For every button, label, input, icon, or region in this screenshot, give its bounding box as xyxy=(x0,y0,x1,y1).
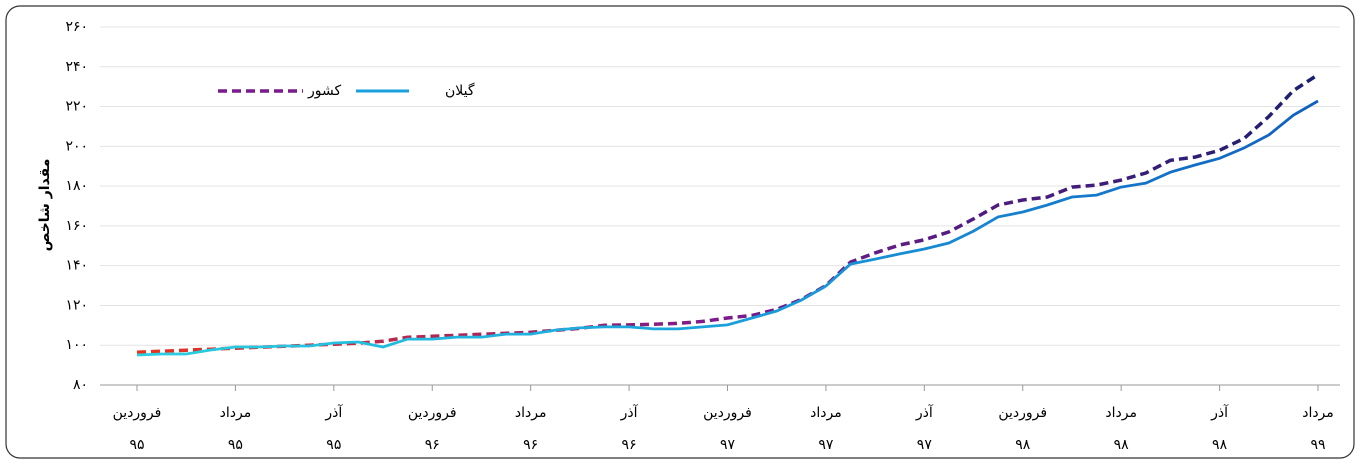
y-axis-title: مقدار شاخص xyxy=(37,159,53,252)
y-tick-label: ۸۰ xyxy=(73,377,88,393)
legend-label: گیلان xyxy=(445,82,475,99)
y-tick-label: ۱۰۰ xyxy=(65,337,88,353)
x-tick-label: مرداد xyxy=(220,405,252,421)
y-tick-label: ۲۴۰ xyxy=(65,59,88,75)
y-tick-label: ۱۲۰ xyxy=(65,297,88,313)
x-tick-year: ۹۷ xyxy=(720,437,736,453)
x-tick-label: آذر xyxy=(620,404,639,421)
x-tick-label: فروردین xyxy=(703,405,752,421)
x-tick-label: آذر xyxy=(1210,404,1229,421)
x-tick-year: ۹۵ xyxy=(228,437,243,453)
y-tick-label: ۲۲۰ xyxy=(65,99,88,115)
y-tick-label: ۱۸۰ xyxy=(65,178,88,194)
x-tick-year: ۹۵ xyxy=(326,437,341,453)
x-tick-label: مرداد xyxy=(1302,405,1334,421)
series-line xyxy=(136,73,1319,354)
y-tick-label: ۲۰۰ xyxy=(65,138,88,154)
frame xyxy=(5,5,1355,459)
series-line xyxy=(136,99,1319,357)
x-tick-year: ۹۷ xyxy=(818,437,834,453)
x-tick-year: ۹۷ xyxy=(917,437,933,453)
x-tick-year: ۹۸ xyxy=(1015,437,1031,453)
x-tick-year: ۹۵ xyxy=(129,437,144,453)
x-tick-year: ۹۸ xyxy=(1212,437,1228,453)
x-tick-label: مرداد xyxy=(810,405,842,421)
x-tick-label: مرداد xyxy=(1105,405,1137,421)
y-tick-label: ۱۶۰ xyxy=(65,218,88,234)
x-tick-year: ۹۶ xyxy=(622,437,637,453)
x-tick-label: مرداد xyxy=(515,405,547,421)
x-tick-year: ۹۸ xyxy=(1114,437,1130,453)
x-tick-label: فروردین xyxy=(998,405,1047,421)
x-tick-year: ۹۶ xyxy=(523,437,538,453)
legend-label: کشور xyxy=(307,83,341,99)
x-tick-year: ۹۶ xyxy=(425,437,440,453)
x-tick-year: ۹۹ xyxy=(1310,437,1325,453)
y-tick-label: ۲۶۰ xyxy=(65,19,88,35)
x-tick-label: آذر xyxy=(915,404,934,421)
y-tick-label: ۱۴۰ xyxy=(65,258,88,274)
x-tick-label: آذر xyxy=(324,404,343,421)
x-tick-label: فروردین xyxy=(408,405,457,421)
x-tick-label: فروردین xyxy=(113,405,162,421)
